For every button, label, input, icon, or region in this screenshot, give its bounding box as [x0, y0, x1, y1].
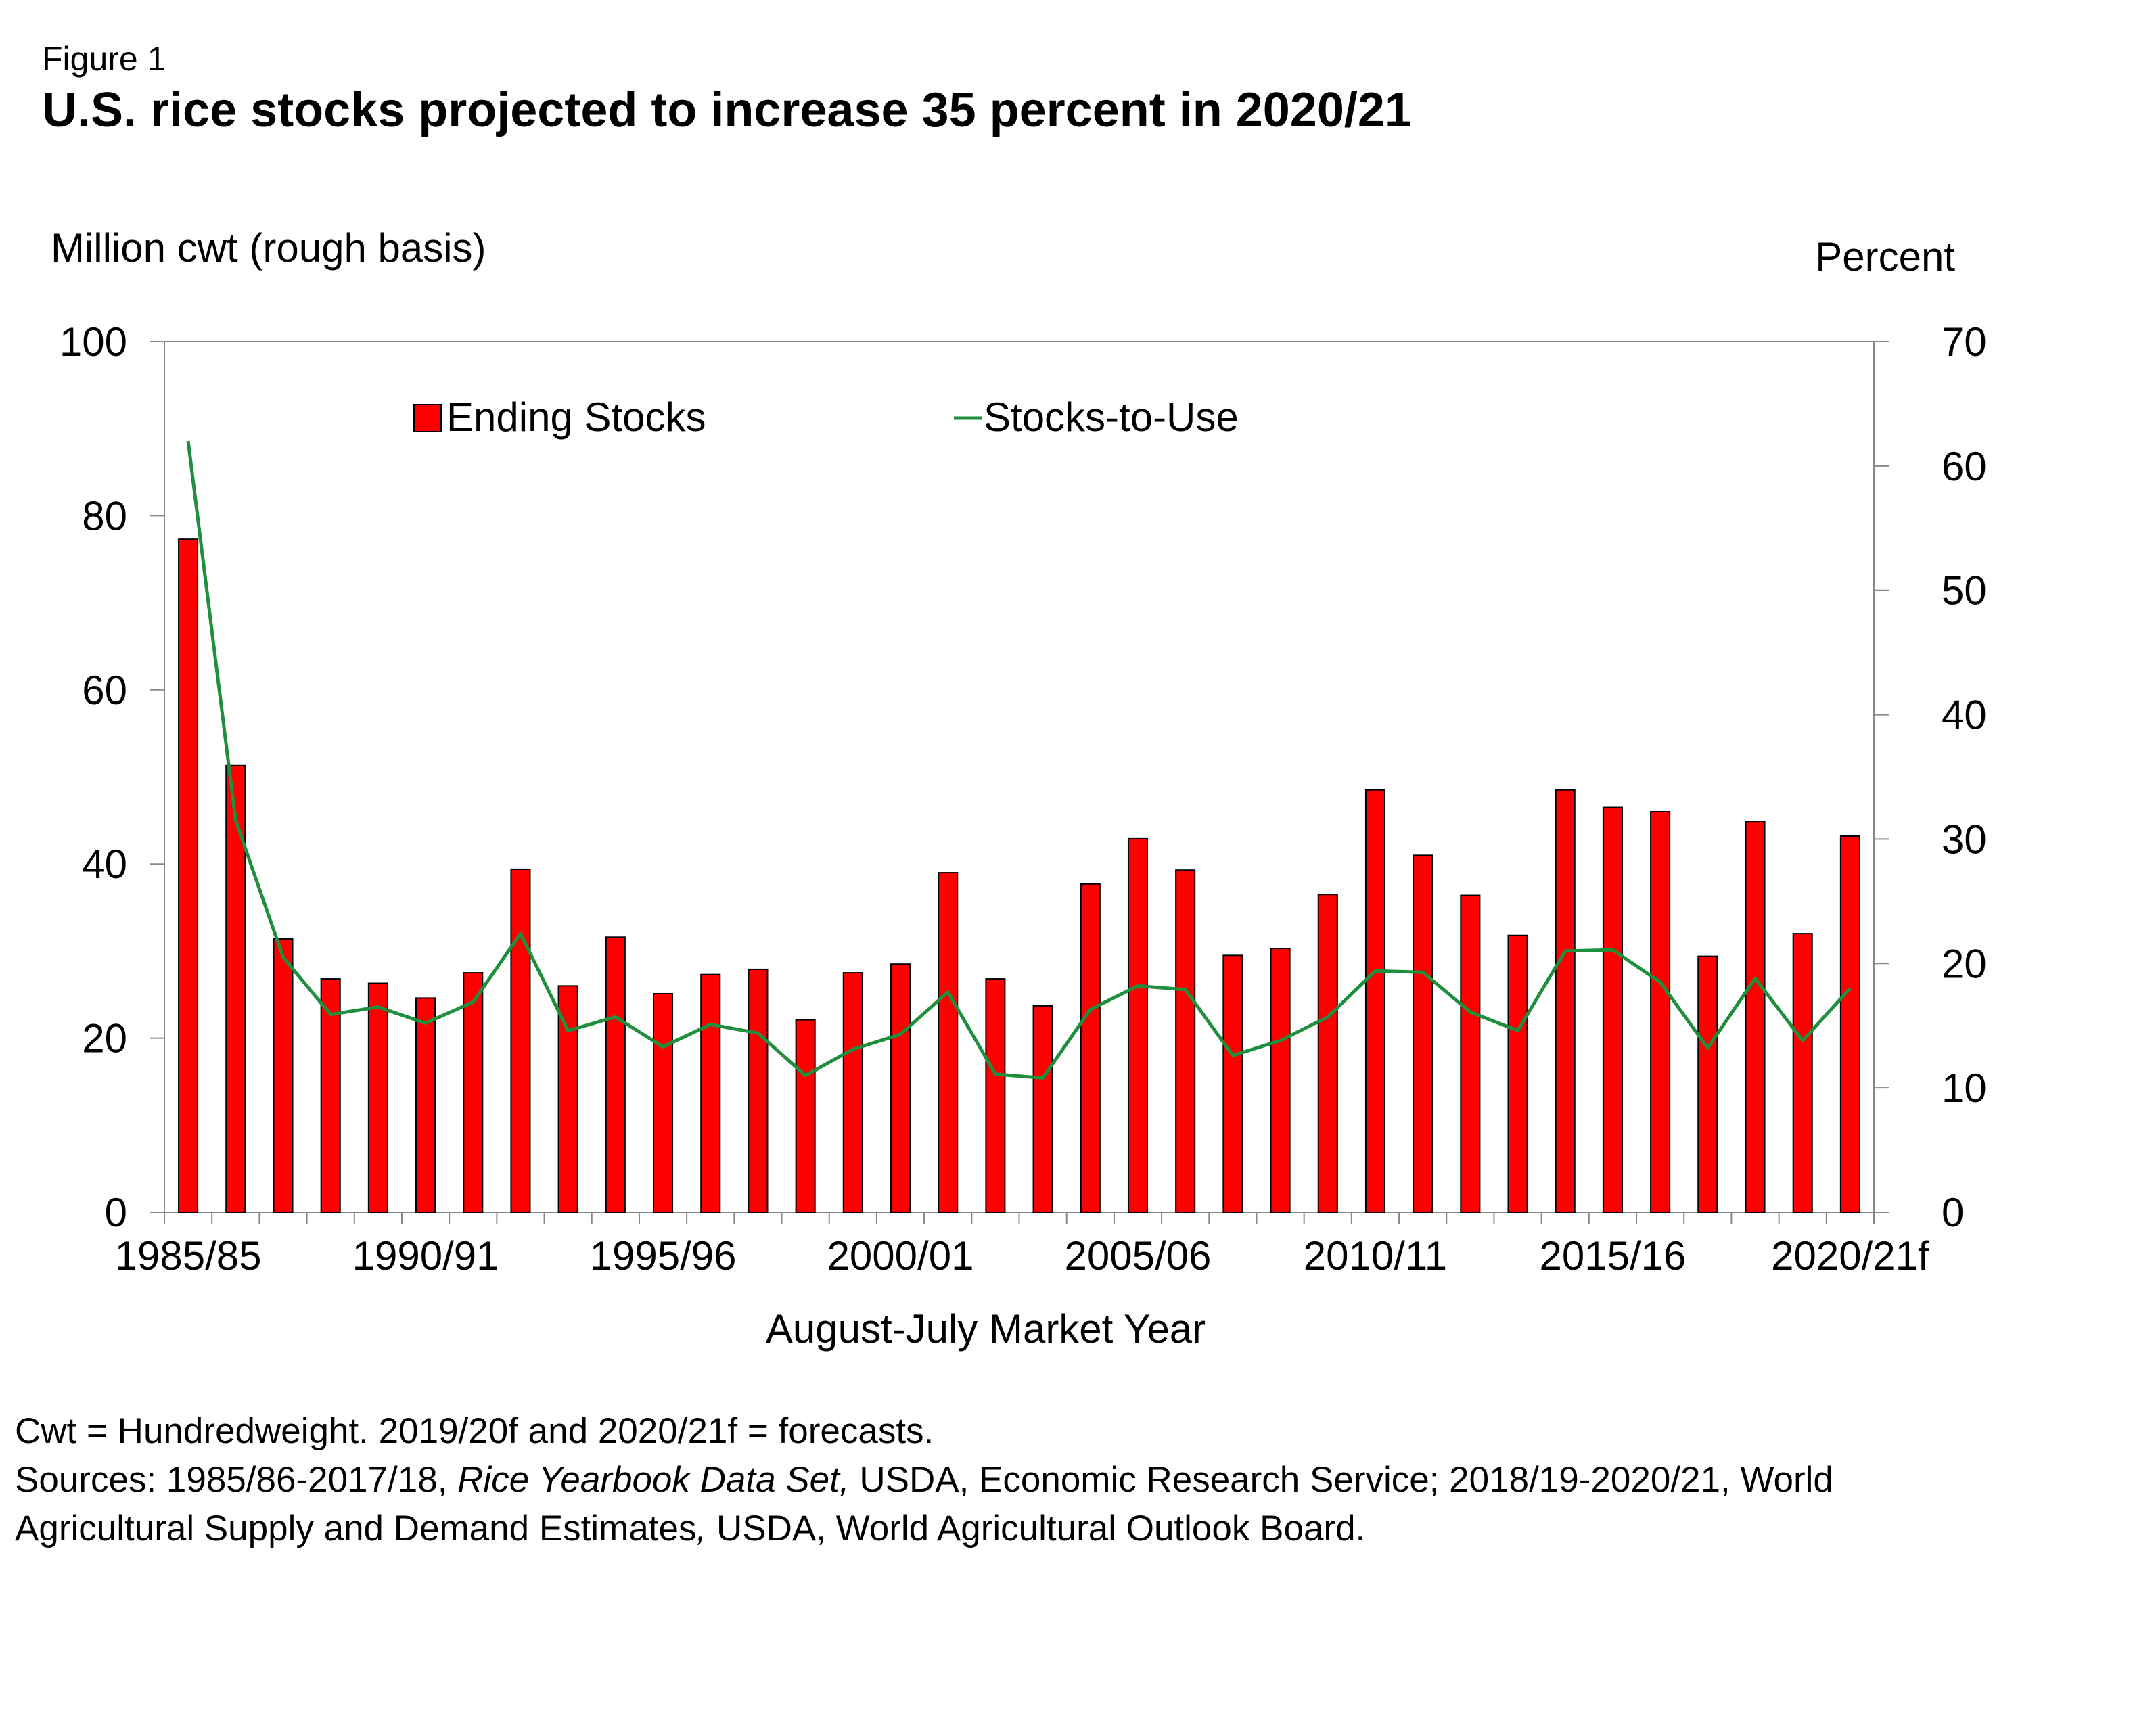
y-axis-right-label: Percent — [1815, 234, 1955, 279]
ending-stocks-bar — [938, 872, 959, 1213]
ending-stocks-bar — [1317, 894, 1338, 1213]
footnote-cwt: Cwt = Hundredweight. 2019/20f and 2020/2… — [15, 1411, 934, 1451]
x-tick-label: 1985/85 — [115, 1233, 262, 1279]
bar-series — [178, 538, 1860, 1214]
x-tick-label: 2000/01 — [827, 1233, 974, 1279]
ending-stocks-bar — [700, 973, 721, 1214]
ending-stocks-bar — [1745, 821, 1766, 1213]
ending-stocks-bar — [1555, 789, 1576, 1214]
ending-stocks-bar — [1270, 948, 1291, 1213]
x-tick-label: 1990/91 — [352, 1233, 499, 1279]
y-axis-left-label: Million cwt (rough basis) — [51, 225, 486, 271]
x-tick-label: 2020/21f — [1771, 1233, 1929, 1279]
ending-stocks-bar — [795, 1019, 816, 1213]
footnote-sources-1: Sources: 1985/86-2017/18, Rice Yearbook … — [15, 1460, 1833, 1500]
ending-stocks-bar — [367, 982, 388, 1214]
ending-stocks-bar — [653, 992, 674, 1213]
right-axis: 0 10 20 30 40 50 60 70 — [1874, 319, 1987, 1235]
y-left-tick-label: 40 — [82, 842, 127, 887]
ending-stocks-bar — [225, 764, 246, 1214]
x-tick-label: 2015/16 — [1539, 1233, 1686, 1279]
y-right-tick-label: 50 — [1942, 568, 1987, 614]
ending-stocks-bar — [415, 997, 436, 1213]
ending-stocks-bar — [463, 972, 484, 1213]
x-axis-label: August-July Market Year — [766, 1306, 1206, 1352]
ending-stocks-bar — [985, 978, 1006, 1213]
ending-stocks-bar — [842, 972, 863, 1213]
ending-stocks-bar — [1364, 789, 1385, 1214]
legend-line-label: Stocks-to-Use — [984, 394, 1239, 440]
ending-stocks-bar — [1650, 810, 1671, 1213]
y-left-tick-label: 60 — [82, 668, 127, 713]
ending-stocks-bar — [510, 868, 531, 1213]
ending-stocks-bar — [1460, 894, 1481, 1213]
legend-bar-swatch — [413, 404, 442, 432]
ending-stocks-bar — [557, 985, 578, 1213]
y-left-tick-label: 20 — [82, 1016, 127, 1061]
x-axis: 1985/85 1990/91 1995/96 2000/01 2005/06 2010/… — [115, 1212, 1929, 1279]
y-left-tick-label: 0 — [105, 1190, 127, 1235]
footnotes: Cwt = Hundredweight. 2019/20f and 2020/2… — [15, 1407, 2126, 1553]
ending-stocks-bar — [1602, 806, 1623, 1214]
ending-stocks-bar — [890, 963, 911, 1213]
x-tick-label: 2010/11 — [1304, 1233, 1447, 1279]
ending-stocks-bar — [1222, 954, 1243, 1213]
left-axis: 0 20 40 60 80 100 — [60, 319, 164, 1235]
figure-label: Figure 1 — [42, 40, 166, 78]
line-series — [186, 440, 1852, 1080]
y-right-tick-label: 0 — [1942, 1190, 1964, 1235]
chart-title: U.S. rice stocks projected to increase 3… — [42, 83, 1412, 137]
ending-stocks-bar — [605, 936, 626, 1213]
ending-stocks-bar — [1080, 883, 1101, 1214]
y-right-tick-label: 70 — [1942, 319, 1987, 365]
legend: Ending Stocks Stocks-to-Use — [413, 394, 1239, 440]
ending-stocks-bar — [1507, 934, 1528, 1213]
ending-stocks-bar — [320, 978, 341, 1213]
stocks-to-use-line — [186, 440, 1852, 1080]
y-right-tick-label: 20 — [1942, 941, 1987, 986]
ending-stocks-bar — [1792, 933, 1813, 1214]
y-right-tick-label: 40 — [1942, 693, 1987, 738]
y-right-tick-label: 10 — [1942, 1065, 1987, 1111]
legend-bar-label: Ending Stocks — [446, 394, 706, 440]
x-tick-label: 1995/96 — [590, 1233, 737, 1279]
y-right-tick-label: 30 — [1942, 816, 1987, 862]
ending-stocks-bar — [748, 968, 769, 1213]
footnote-sources-2: Agricultural Supply and Demand Estimates… — [15, 1509, 1366, 1548]
ending-stocks-bar — [1839, 835, 1860, 1213]
ending-stocks-bar — [1413, 854, 1433, 1213]
ending-stocks-bar — [273, 938, 294, 1213]
ending-stocks-bar — [1697, 955, 1718, 1213]
y-right-tick-label: 60 — [1942, 444, 1987, 489]
x-tick-label: 2005/06 — [1065, 1233, 1212, 1279]
ending-stocks-bar — [1175, 869, 1196, 1213]
y-left-tick-label: 100 — [60, 319, 127, 365]
ending-stocks-bar — [1032, 1005, 1053, 1213]
ending-stocks-bar — [178, 538, 199, 1213]
y-left-tick-label: 80 — [82, 493, 127, 538]
ending-stocks-bar — [1127, 837, 1149, 1213]
